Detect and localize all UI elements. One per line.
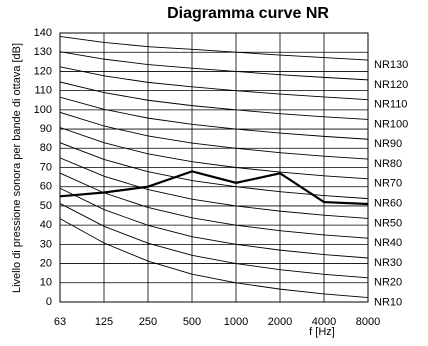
curve-label: NR120 bbox=[374, 79, 408, 91]
y-tick-label: 40 bbox=[40, 219, 52, 231]
y-tick-label: 100 bbox=[34, 104, 52, 116]
y-tick-label: 30 bbox=[40, 238, 52, 250]
nr-curve bbox=[60, 66, 368, 101]
nr-curve bbox=[60, 142, 368, 200]
x-tick-label: 250 bbox=[139, 316, 157, 328]
y-tick-label: 130 bbox=[34, 46, 52, 58]
y-tick-label: 20 bbox=[40, 257, 52, 269]
y-tick-label: 80 bbox=[40, 142, 52, 154]
curve-label: NR50 bbox=[374, 217, 402, 229]
curve-label: NR40 bbox=[374, 237, 402, 249]
x-tick-label: 125 bbox=[95, 316, 113, 328]
y-tick-label: 110 bbox=[34, 85, 52, 97]
x-tick-label: 8000 bbox=[356, 316, 380, 328]
nr-curve bbox=[60, 157, 368, 219]
x-tick-label: 1000 bbox=[224, 316, 248, 328]
y-tick-label: 70 bbox=[40, 161, 52, 173]
nr-curve bbox=[60, 111, 368, 160]
curve-label: NR20 bbox=[374, 277, 402, 289]
y-tick-label: 50 bbox=[40, 200, 52, 212]
nr-curve bbox=[60, 51, 368, 81]
nr-curve bbox=[60, 36, 368, 61]
y-tick-label: 90 bbox=[40, 123, 52, 135]
curve-label: NR70 bbox=[374, 178, 402, 190]
x-tick-label: 500 bbox=[183, 316, 201, 328]
y-tick-label: 0 bbox=[46, 296, 52, 308]
y-tick-label: 60 bbox=[40, 181, 52, 193]
nr-curve bbox=[60, 172, 368, 239]
y-axis-label: Livello di pressione sonora per bande di… bbox=[11, 43, 23, 293]
nr-curve bbox=[60, 187, 368, 259]
measured-line bbox=[60, 170, 368, 206]
y-tick-label: 120 bbox=[34, 65, 52, 77]
plot-area bbox=[60, 36, 368, 299]
nr-curve bbox=[60, 127, 368, 180]
curve-label: NR110 bbox=[374, 99, 407, 111]
nr-curve bbox=[60, 218, 368, 299]
curve-label: NR30 bbox=[374, 257, 402, 269]
x-tick-label: 2000 bbox=[268, 316, 292, 328]
y-tick-label: 10 bbox=[40, 277, 52, 289]
nr-curve bbox=[60, 96, 368, 140]
curve-label: NR80 bbox=[374, 158, 402, 170]
chart-title: Diagramma curve NR bbox=[167, 5, 329, 22]
x-tick-label: 63 bbox=[54, 316, 66, 328]
y-tick-label: 140 bbox=[34, 27, 52, 39]
curve-label: NR100 bbox=[374, 118, 408, 130]
x-axis-label: f [Hz] bbox=[309, 326, 335, 338]
nr-curve bbox=[60, 203, 368, 279]
curve-label: NR10 bbox=[374, 296, 402, 308]
nr-curve bbox=[60, 81, 368, 120]
curve-label: NR90 bbox=[374, 138, 402, 150]
curve-label: NR130 bbox=[374, 59, 408, 71]
curve-label: NR60 bbox=[374, 198, 402, 210]
x-tick-label: 4000 bbox=[312, 316, 336, 328]
